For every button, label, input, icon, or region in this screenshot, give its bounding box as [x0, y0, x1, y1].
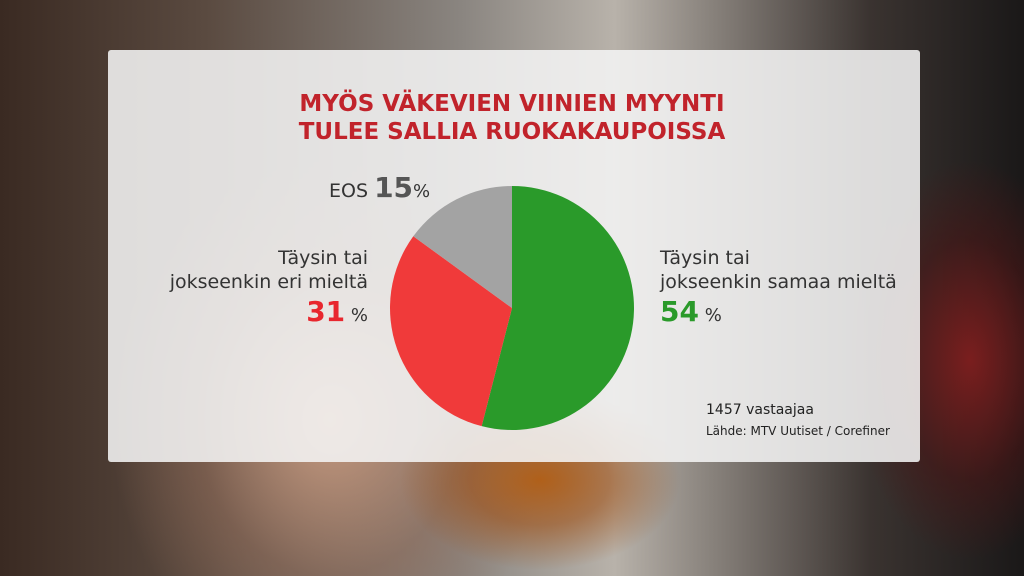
- slice-label-agree: Täysin tai jokseenkin samaa mieltä 54 %: [660, 247, 897, 328]
- slice-label-eos: EOS 15%: [329, 171, 431, 204]
- title-line-2: TULEE SALLIA RUOKAKAUPOISSA: [298, 119, 726, 145]
- source-credit: Lähde: MTV Uutiset / Corefiner: [706, 424, 890, 438]
- chart-title: MYÖS VÄKEVIEN VIINIEN MYYNTI TULEE SALLI…: [0, 90, 1024, 146]
- slice-label-disagree: Täysin tai jokseenkin eri mieltä 31 %: [169, 247, 368, 328]
- pie-slice-0: [481, 186, 634, 431]
- title-line-1: MYÖS VÄKEVIEN VIINIEN MYYNTI: [299, 91, 725, 117]
- pie-slice-1: [389, 236, 512, 427]
- pie-slice-2: [413, 186, 512, 308]
- respondents-count: 1457 vastaajaa: [706, 402, 814, 418]
